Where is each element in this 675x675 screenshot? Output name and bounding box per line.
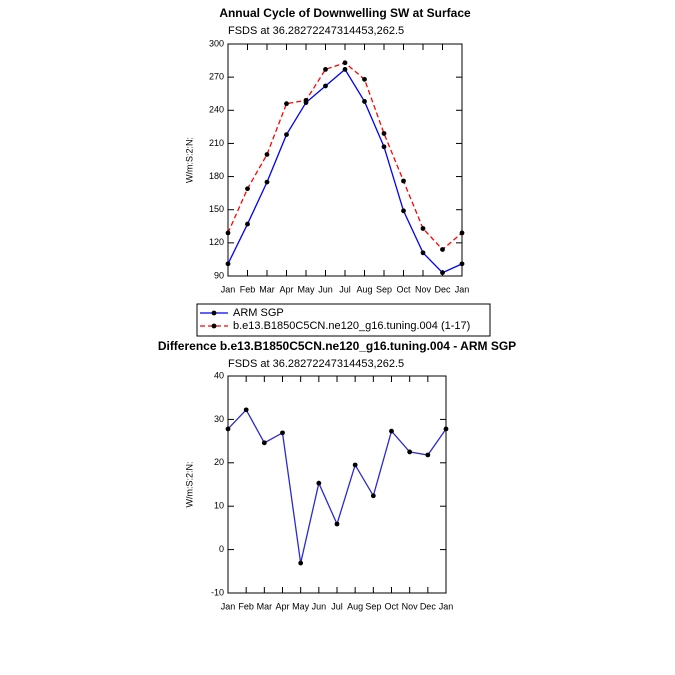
x-tick-label: Sep <box>365 601 381 611</box>
x-tick-label: Feb <box>240 284 256 294</box>
chart-title: Annual Cycle of Downwelling SW at Surfac… <box>219 6 471 20</box>
series-line <box>227 68 463 274</box>
data-point <box>334 521 340 527</box>
x-tick-label: Nov <box>415 284 432 294</box>
data-point <box>362 76 367 82</box>
x-tick-label: Jun <box>312 601 327 611</box>
data-point <box>284 101 289 107</box>
data-point <box>342 67 348 72</box>
y-tick-label: 90 <box>214 270 224 280</box>
data-point <box>420 226 426 231</box>
data-point <box>401 178 406 184</box>
data-point <box>316 480 322 486</box>
y-tick-label: 180 <box>209 171 224 181</box>
y-tick-label: 240 <box>209 105 224 115</box>
legend-box <box>196 303 491 337</box>
y-tick-label: 120 <box>209 237 224 247</box>
x-tick-label: Oct <box>396 284 411 294</box>
chart-subtitle: FSDS at 36.28272247314453,262.5 <box>228 358 404 370</box>
data-point <box>245 221 250 227</box>
x-tick-label: Oct <box>384 601 399 611</box>
x-tick-label: Jan <box>439 601 454 611</box>
y-axis-label: W/m:S:2:N: <box>184 461 194 507</box>
x-tick-label: Dec <box>434 284 451 294</box>
data-point <box>425 452 431 458</box>
x-tick-label: Feb <box>238 601 254 611</box>
x-tick-label: Apr <box>275 601 289 611</box>
legend-marker <box>211 323 217 329</box>
y-tick-label: 10 <box>214 501 224 511</box>
y-tick-label: 300 <box>209 38 224 48</box>
x-tick-label: Jan <box>455 284 470 294</box>
data-point <box>261 440 267 446</box>
y-tick-label: 270 <box>209 72 224 82</box>
series-line <box>227 408 447 564</box>
x-tick-label: May <box>292 601 310 611</box>
x-tick-label: Mar <box>257 601 273 611</box>
x-tick-label: Dec <box>420 601 437 611</box>
data-point <box>459 230 465 236</box>
data-point <box>243 407 249 413</box>
chart-subtitle: FSDS at 36.28272247314453,262.5 <box>228 25 404 37</box>
data-point <box>323 67 328 72</box>
legend-marker <box>211 310 217 316</box>
x-tick-label: Nov <box>402 601 419 611</box>
data-point <box>401 208 406 214</box>
x-tick-label: Jan <box>221 601 236 611</box>
y-tick-label: -10 <box>211 587 224 597</box>
data-point <box>381 131 387 136</box>
y-tick-label: 20 <box>214 457 224 467</box>
x-tick-label: Mar <box>259 284 275 294</box>
data-point <box>298 560 304 566</box>
x-tick-label: Jan <box>221 284 236 294</box>
data-point <box>303 97 309 103</box>
data-point <box>225 426 231 432</box>
data-point <box>225 261 231 267</box>
data-point <box>420 250 426 256</box>
y-tick-label: 0 <box>219 544 224 554</box>
series-line <box>227 62 463 251</box>
y-tick-label: 210 <box>209 138 224 148</box>
data-point <box>440 247 445 252</box>
data-point <box>323 83 328 89</box>
data-point <box>245 186 250 192</box>
y-tick-label: 30 <box>214 414 224 424</box>
legend-label: ARM SGP <box>233 307 284 319</box>
data-point <box>459 261 465 267</box>
plot-frame <box>227 375 447 594</box>
legend-label: b.e13.B1850C5CN.ne120_g16.tuning.004 (1-… <box>233 320 470 332</box>
y-axis-label: W/m:S:2:N: <box>184 137 194 183</box>
data-point <box>264 179 270 185</box>
y-tick-label: 150 <box>209 204 224 214</box>
x-tick-label: Sep <box>376 284 392 294</box>
data-point <box>352 462 358 468</box>
chart-title: Difference b.e13.B1850C5CN.ne120_g16.tun… <box>158 339 516 353</box>
x-tick-label: May <box>297 284 315 294</box>
x-tick-label: Aug <box>347 601 363 611</box>
x-tick-label: Jul <box>331 601 343 611</box>
plot-frame <box>227 43 463 277</box>
data-point <box>264 152 270 157</box>
x-tick-label: Jun <box>318 284 333 294</box>
data-point <box>389 428 394 434</box>
data-point <box>407 449 413 455</box>
data-point <box>225 230 231 236</box>
data-point <box>443 426 449 432</box>
y-tick-label: 40 <box>214 370 224 380</box>
x-tick-label: Jul <box>339 284 351 294</box>
data-point <box>381 144 387 150</box>
data-point <box>342 60 348 66</box>
data-point <box>284 132 289 137</box>
data-point <box>370 493 376 499</box>
data-point <box>362 99 367 104</box>
x-tick-label: Apr <box>279 284 293 294</box>
data-point <box>280 430 285 436</box>
data-point <box>440 270 445 276</box>
x-tick-label: Aug <box>356 284 372 294</box>
